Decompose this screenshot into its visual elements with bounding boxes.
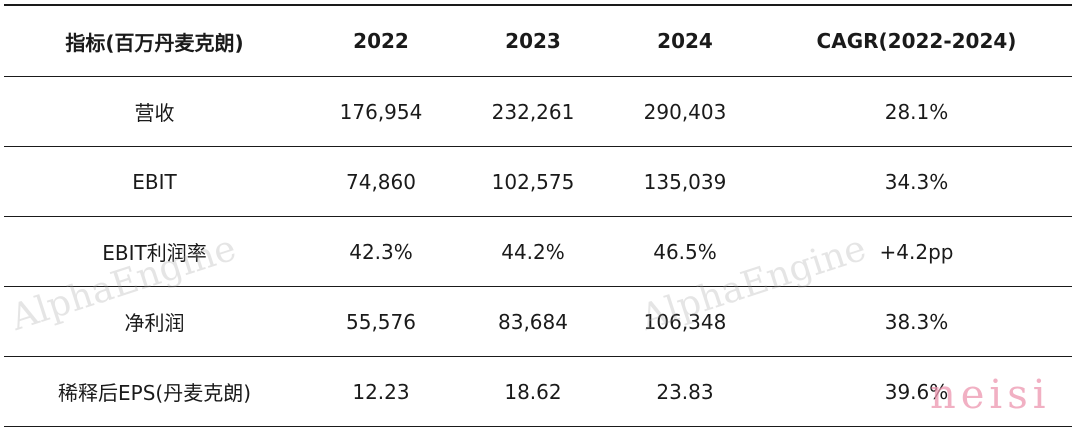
row-label: EBIT利润率 [4, 216, 305, 287]
cell-value: 44.2% [457, 216, 609, 287]
cell-value: 290,403 [609, 76, 761, 147]
header-2024: 2024 [609, 4, 761, 77]
cell-value: 102,575 [457, 146, 609, 217]
financial-table: 指标(百万丹麦克朗) 2022 2023 2024 CAGR(2022-2024… [4, 4, 1072, 427]
cell-value: 135,039 [609, 146, 761, 217]
cell-value: 232,261 [457, 76, 609, 147]
row-label: 稀释后EPS(丹麦克朗) [4, 356, 305, 427]
header-metric: 指标(百万丹麦克朗) [4, 4, 305, 77]
cell-value: 34.3% [761, 146, 1072, 217]
cell-value: 12.23 [305, 356, 457, 427]
row-label: EBIT [4, 146, 305, 217]
cell-value: 55,576 [305, 286, 457, 357]
table-header-row: 指标(百万丹麦克朗) 2022 2023 2024 CAGR(2022-2024… [4, 4, 1072, 77]
cell-value: 38.3% [761, 286, 1072, 357]
cell-value: 39.6% [761, 356, 1072, 427]
header-2022: 2022 [305, 4, 457, 77]
table-row: 稀释后EPS(丹麦克朗) 12.23 18.62 23.83 39.6% [4, 356, 1072, 427]
cell-value: 176,954 [305, 76, 457, 147]
table-row: 净利润 55,576 83,684 106,348 38.3% [4, 286, 1072, 357]
cell-value: 83,684 [457, 286, 609, 357]
cell-value: 46.5% [609, 216, 761, 287]
table-row: EBIT利润率 42.3% 44.2% 46.5% +4.2pp [4, 216, 1072, 287]
table-row: 营收 176,954 232,261 290,403 28.1% [4, 76, 1072, 147]
cell-value: 28.1% [761, 76, 1072, 147]
cell-value: 23.83 [609, 356, 761, 427]
cell-value: 42.3% [305, 216, 457, 287]
cell-value: 18.62 [457, 356, 609, 427]
header-2023: 2023 [457, 4, 609, 77]
cell-value: 106,348 [609, 286, 761, 357]
cell-value: 74,860 [305, 146, 457, 217]
table-row: EBIT 74,860 102,575 135,039 34.3% [4, 146, 1072, 217]
cell-value: +4.2pp [761, 216, 1072, 287]
row-label: 营收 [4, 76, 305, 147]
row-label: 净利润 [4, 286, 305, 357]
header-cagr: CAGR(2022-2024) [761, 4, 1072, 77]
data-table-container: 指标(百万丹麦克朗) 2022 2023 2024 CAGR(2022-2024… [4, 4, 1072, 427]
